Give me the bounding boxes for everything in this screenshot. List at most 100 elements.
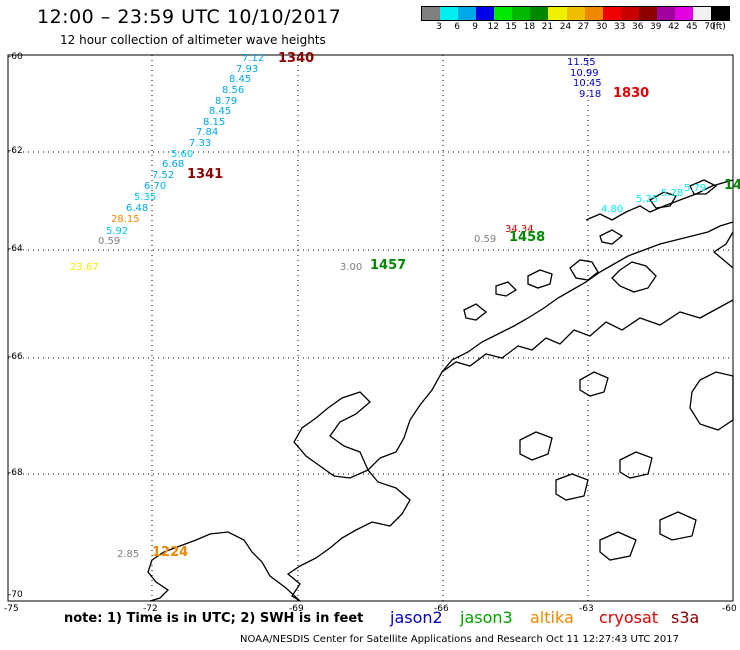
longitude-label: -63 (579, 604, 594, 614)
legend-tick-label: 27 (577, 22, 590, 32)
latitude-label: -66 (8, 352, 23, 362)
legend-tick-label: 33 (613, 22, 626, 32)
satellite-legend-item: s3a (671, 608, 700, 627)
legend-labels: (ft) 3 6 9 12 15 18 21 24 27 30 33 36 39 42 45 70 (421, 21, 730, 35)
wave-height-value: 2.85 (117, 549, 140, 560)
pass-time-label: 14 (724, 178, 740, 193)
wave-height-value: 23.67 (70, 262, 99, 273)
legend-tick-label: 3 (436, 22, 442, 32)
legend-tick-label: 15 (505, 22, 518, 32)
wave-height-value: 4.80 (601, 204, 624, 215)
wave-height-value: 5.25 (636, 194, 659, 205)
legend-swatch (440, 7, 459, 20)
wave-height-value: 7.52 (152, 170, 175, 181)
wave-height-value: 6.48 (126, 203, 149, 214)
wave-height-value: 8.79 (215, 96, 238, 107)
longitude-label: -66 (434, 604, 449, 614)
wave-height-value: 7.12 (242, 53, 265, 64)
map-frame (7, 54, 734, 602)
legend-swatch (602, 7, 621, 20)
wave-height-value: 8.56 (222, 85, 245, 96)
legend-swatch (494, 7, 513, 20)
wave-height-value: 7.84 (196, 127, 219, 138)
wave-height-value: 0.59 (474, 234, 497, 245)
latitude-label: -62 (8, 146, 23, 156)
legend-tick-label: 36 (631, 22, 644, 32)
legend-swatch (530, 7, 549, 20)
wave-height-value: 28.15 (111, 214, 140, 225)
wave-height-value: 5.60 (171, 149, 194, 160)
map-title: 12:00 – 23:59 UTC 10/10/2017 (37, 6, 342, 28)
latitude-label: -70 (8, 590, 23, 600)
wave-height-value: 10.99 (570, 68, 599, 79)
wave-height-value: 5.35 (134, 192, 157, 203)
pass-time-label: 1458 (509, 230, 546, 245)
wave-height-value: 5.92 (106, 226, 129, 237)
satellite-legend-item: jason3 (460, 608, 513, 627)
wave-height-value: 6.70 (144, 181, 167, 192)
wave-height-value: 5.28 (661, 188, 684, 199)
legend-swatch (638, 7, 657, 20)
legend-tick-label: 30 (595, 22, 608, 32)
latitude-label: -64 (8, 244, 23, 254)
pass-time-label: 1341 (187, 167, 224, 182)
legend-swatch (548, 7, 567, 20)
legend-tick-label: 18 (523, 22, 536, 32)
legend-swatch (620, 7, 639, 20)
legend-swatch (458, 7, 477, 20)
legend-tick-label: 9 (472, 22, 479, 32)
pass-time-label: 1830 (613, 86, 650, 101)
wave-height-value: 11.55 (567, 57, 596, 68)
legend-swatch (711, 7, 730, 20)
footer-credit: NOAA/NESDIS Center for Satellite Applica… (240, 634, 679, 645)
pass-time-label: 1224 (152, 545, 189, 560)
wave-height-value: 9.18 (579, 89, 602, 100)
wave-height-value: 10.45 (573, 78, 602, 89)
satellite-legend-item: cryosat (599, 608, 659, 627)
legend-tick-label: 12 (487, 22, 499, 32)
legend-tick-label: 70 (704, 22, 716, 32)
longitude-label: -69 (289, 604, 304, 614)
legend-swatch (422, 7, 441, 20)
legend-unit: (ft) (712, 22, 726, 32)
legend-tick-label: 42 (668, 22, 680, 32)
legend-tick-label: 6 (454, 22, 460, 32)
legend-swatch (692, 7, 711, 20)
color-legend: (ft) 3 6 9 12 15 18 21 24 27 30 33 36 39 42 45 70 (421, 6, 730, 35)
legend-colorbar (421, 6, 730, 21)
legend-tick-label: 39 (650, 22, 662, 32)
graticule (8, 55, 733, 601)
legend-swatch (674, 7, 693, 20)
legend-swatch (476, 7, 495, 20)
pass-time-label: 1457 (370, 258, 407, 273)
map-subtitle: 12 hour collection of altimeter wave hei… (60, 33, 326, 47)
wave-height-value: 8.45 (209, 106, 232, 117)
wave-height-value: 0.59 (98, 236, 121, 247)
wave-height-value: 34.34 (505, 224, 534, 235)
legend-swatch (584, 7, 603, 20)
latitude-label: -68 (8, 468, 23, 478)
footer-note: note: 1) Time is in UTC; 2) SWH is in fe… (64, 611, 364, 626)
legend-swatch (656, 7, 675, 20)
legend-tick-label: 24 (559, 22, 572, 32)
wave-height-value: 5.79 (684, 183, 707, 194)
wave-height-value: 7.33 (189, 138, 212, 149)
wave-height-value: 3.00 (340, 262, 363, 273)
legend-swatch (512, 7, 531, 20)
satellite-legend-item: jason2 (390, 608, 443, 627)
latitude-label: -60 (8, 52, 23, 62)
legend-swatch (566, 7, 585, 20)
wave-height-value: 8.45 (229, 74, 252, 85)
satellite-legend-item: altika (530, 608, 574, 627)
longitude-label: -60 (722, 604, 737, 614)
coastline (147, 179, 734, 602)
longitude-label: -75 (4, 604, 19, 614)
wave-height-value: 8.15 (203, 117, 226, 128)
legend-tick-label: 21 (541, 22, 554, 32)
longitude-label: -72 (143, 604, 158, 614)
wave-height-value: 6.68 (162, 159, 185, 170)
pass-time-label: 1340 (278, 51, 315, 66)
legend-tick-label: 45 (686, 22, 698, 32)
wave-height-value: 7.93 (236, 64, 259, 75)
